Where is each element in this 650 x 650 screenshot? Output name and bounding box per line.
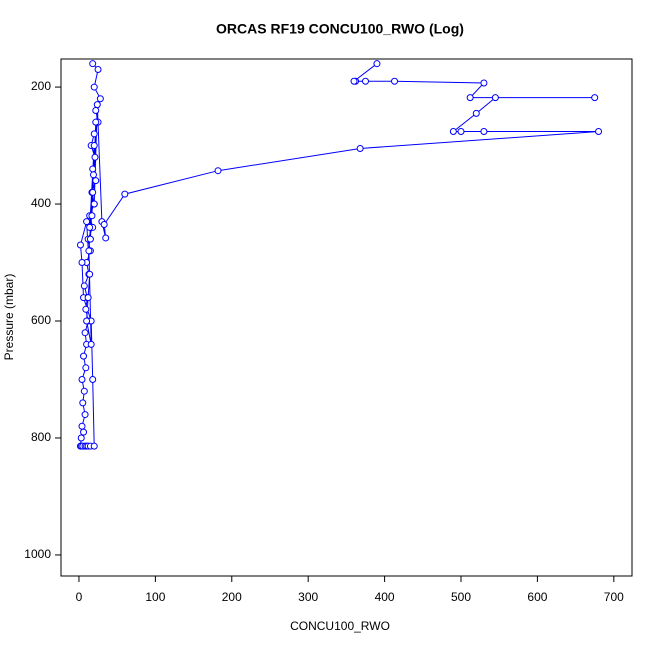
x-tick-label: 300 — [298, 590, 318, 604]
x-tick-label: 600 — [527, 590, 547, 604]
data-point — [449, 128, 457, 136]
data-point — [93, 101, 101, 109]
data-point — [78, 259, 86, 267]
data-point — [595, 128, 603, 136]
data-point — [591, 94, 599, 102]
plot-frame — [60, 58, 633, 577]
x-axis-label: CONCU100_RWO — [290, 619, 390, 633]
data-point — [89, 165, 97, 173]
data-point — [76, 241, 84, 249]
x-tick-label: 200 — [222, 590, 242, 604]
y-tick-label: 200 — [31, 79, 51, 93]
data-point — [86, 223, 94, 231]
data-point — [457, 128, 465, 136]
x-tick-label: 0 — [76, 590, 83, 604]
data-point — [81, 411, 89, 419]
data-point — [94, 66, 102, 74]
data-point — [92, 177, 100, 185]
data-point — [466, 94, 474, 102]
y-tick-label: 600 — [31, 313, 51, 327]
data-point — [86, 270, 94, 278]
data-point — [88, 212, 96, 220]
x-tick-label: 500 — [451, 590, 471, 604]
data-point — [78, 375, 86, 383]
plot-area — [76, 60, 603, 450]
data-line — [79, 63, 599, 447]
data-point — [80, 387, 88, 395]
data-point — [86, 235, 94, 243]
data-point — [81, 329, 89, 337]
data-point — [83, 218, 91, 226]
data-point — [89, 60, 97, 68]
data-point — [90, 130, 98, 138]
data-point — [100, 221, 108, 229]
data-point — [96, 95, 104, 103]
data-point — [350, 77, 358, 85]
data-point — [89, 188, 97, 196]
data-point — [84, 294, 92, 302]
data-point — [391, 77, 399, 85]
y-tick-label: 1000 — [24, 547, 51, 561]
data-point — [85, 247, 93, 255]
data-point — [77, 434, 85, 442]
data-point — [361, 77, 369, 85]
y-tick-label: 800 — [31, 430, 51, 444]
data-point — [80, 428, 88, 436]
x-tick-label: 100 — [145, 590, 165, 604]
data-point — [89, 171, 97, 179]
data-point — [102, 234, 110, 242]
data-point — [87, 340, 95, 348]
data-point — [79, 399, 87, 407]
data-point — [373, 60, 381, 68]
data-point — [480, 128, 488, 136]
data-point — [356, 144, 364, 152]
data-point — [121, 190, 129, 198]
data-point — [92, 106, 100, 114]
data-point — [480, 79, 488, 87]
y-axis-label: Pressure (mbar) — [2, 274, 16, 361]
data-point — [214, 167, 222, 175]
y-tick-label: 400 — [31, 196, 51, 210]
data-point — [92, 118, 100, 126]
x-tick-label: 400 — [375, 590, 395, 604]
data-point — [82, 364, 90, 372]
data-point — [90, 142, 98, 150]
data-point — [472, 109, 480, 117]
data-point — [491, 94, 499, 102]
x-tick-label: 700 — [604, 590, 624, 604]
data-point — [90, 83, 98, 91]
data-point — [90, 200, 98, 208]
data-point — [90, 442, 98, 450]
data-point — [82, 305, 90, 313]
data-point — [80, 352, 88, 360]
data-point — [80, 282, 88, 290]
data-point — [91, 153, 99, 161]
data-point — [89, 375, 97, 383]
chart-title: ORCAS RF19 CONCU100_RWO (Log) — [216, 21, 464, 37]
data-point — [78, 422, 86, 430]
data-point — [83, 317, 91, 325]
